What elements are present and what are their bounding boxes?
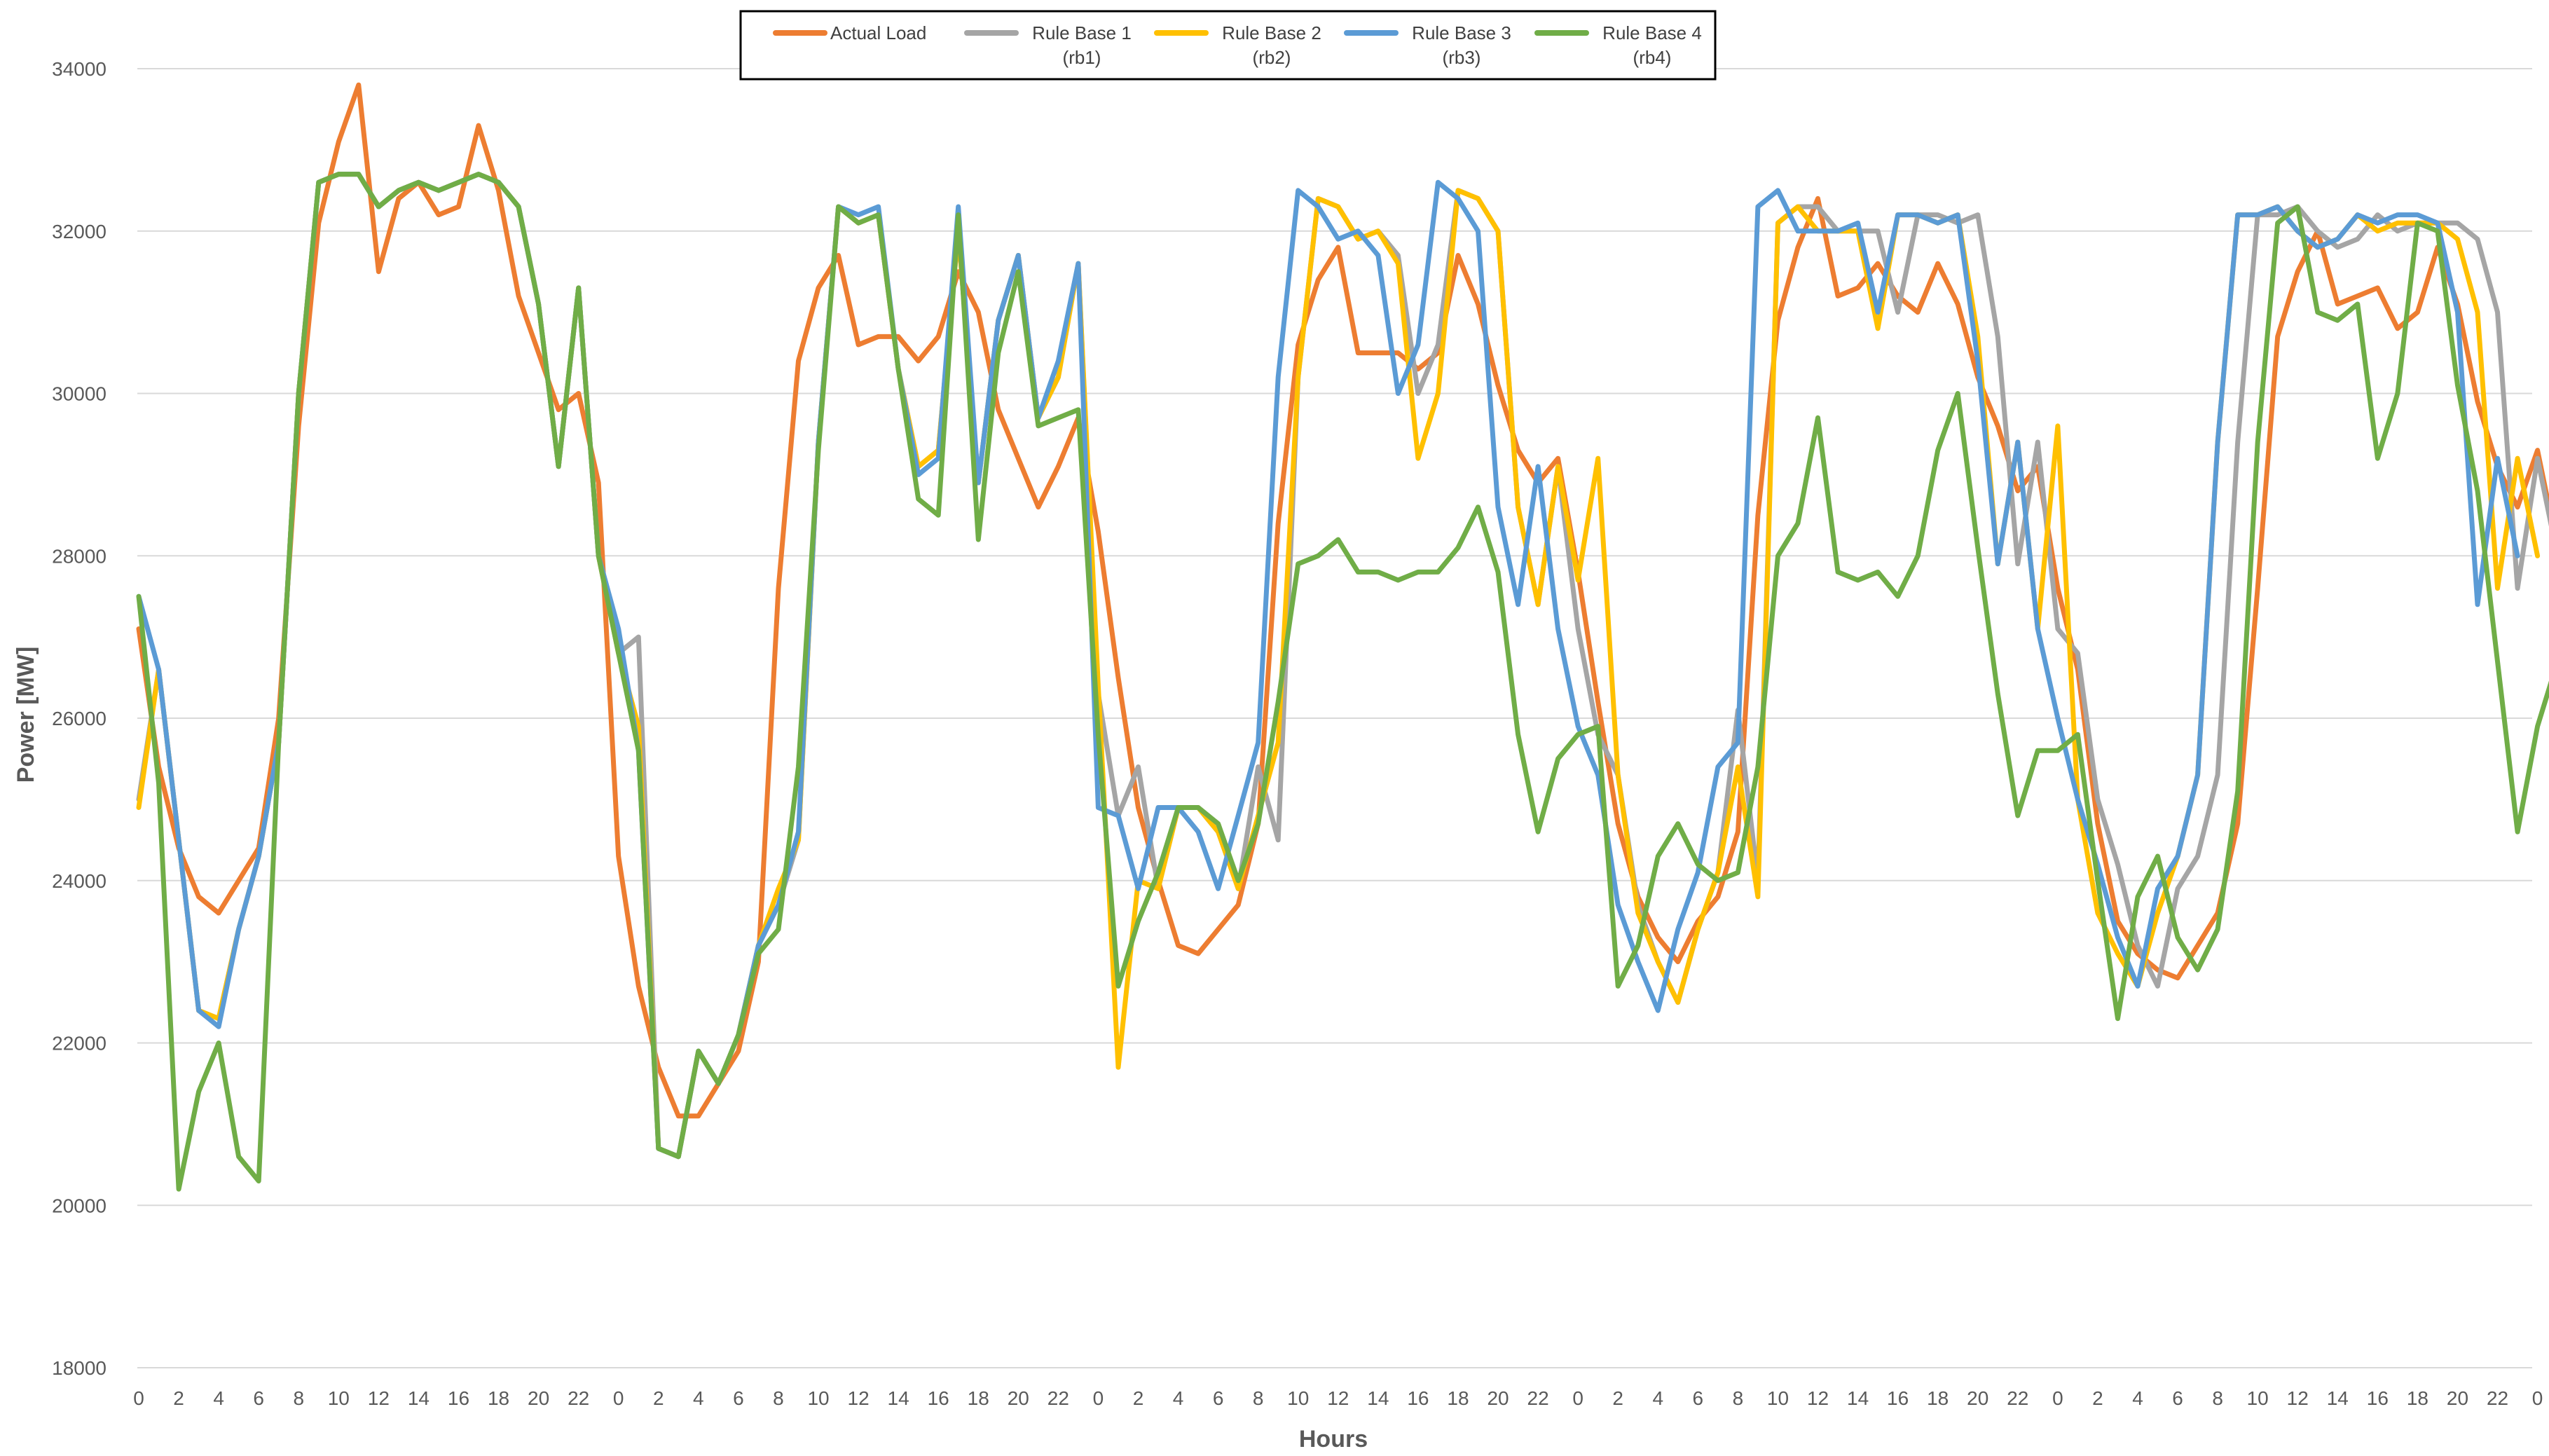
x-tick-label: 18: [1927, 1387, 1949, 1409]
y-tick-label: 18000: [52, 1357, 107, 1379]
x-tick-label: 2: [2092, 1387, 2103, 1409]
x-tick-label: 18: [1447, 1387, 1469, 1409]
legend-entry: Rule Base 1 (rb1): [964, 22, 1132, 68]
x-tick-label: 20: [1008, 1387, 1029, 1409]
legend-entry: Actual Load: [773, 22, 926, 43]
x-tick-label: 12: [1327, 1387, 1349, 1409]
series-line-1: [136, 82, 2549, 1119]
series-line-5: [136, 172, 2549, 1192]
legend-entry: Rule Base 4 (rb4): [1534, 22, 1702, 68]
x-tick-label: 14: [1367, 1387, 1389, 1409]
x-tick-label: 0: [2532, 1387, 2543, 1409]
x-tick-label: 20: [528, 1387, 549, 1409]
x-tick-label: 6: [1213, 1387, 1224, 1409]
x-tick-label: 2: [173, 1387, 184, 1409]
x-tick-label: 10: [807, 1387, 829, 1409]
x-tick-label: 16: [2367, 1387, 2389, 1409]
x-tick-label: 2: [653, 1387, 664, 1409]
y-tick-label: 30000: [52, 383, 107, 405]
x-tick-label: 16: [928, 1387, 949, 1409]
x-tick-label: 18: [2407, 1387, 2428, 1409]
y-tick-label: 26000: [52, 708, 107, 729]
x-tick-label: 4: [2132, 1387, 2143, 1409]
x-tick-label: 8: [293, 1387, 304, 1409]
x-tick-label: 2: [1133, 1387, 1144, 1409]
x-tick-label: 0: [2052, 1387, 2063, 1409]
x-tick-label: 22: [568, 1387, 589, 1409]
x-tick-label: 14: [888, 1387, 909, 1409]
legend: Actual Load Rule Base 1 (rb1) Rule Base 2 (r…: [739, 10, 1717, 81]
x-tick-label: 8: [1733, 1387, 1744, 1409]
x-tick-label: 20: [1487, 1387, 1509, 1409]
x-tick-label: 16: [1407, 1387, 1429, 1409]
x-tick-label: 16: [448, 1387, 469, 1409]
gridlines: [137, 68, 2532, 1368]
x-axis-title: Hours: [1299, 1426, 1368, 1452]
x-tick-label: 6: [733, 1387, 744, 1409]
x-tick-label: 20: [2447, 1387, 2468, 1409]
x-axis-tick-labels: 0 2 4 6 8 10 12 14 16 18 20 22 0 2 4 6 8 10 12 14 16 18 20 22 0 2…: [133, 1387, 2543, 1409]
x-tick-label: 12: [368, 1387, 390, 1409]
x-tick-label: 4: [1652, 1387, 1663, 1409]
x-tick-label: 12: [1807, 1387, 1829, 1409]
x-tick-label: 18: [488, 1387, 509, 1409]
x-tick-label: 12: [848, 1387, 870, 1409]
series-line-3: [136, 172, 2541, 1160]
x-tick-label: 8: [2212, 1387, 2223, 1409]
x-tick-label: 22: [1527, 1387, 1549, 1409]
x-tick-label: 22: [1047, 1387, 1069, 1409]
legend-entry: Rule Base 3 (rb3): [1344, 22, 1511, 68]
legend-label: Rule Base 2 (rb2): [1222, 22, 1321, 68]
x-tick-label: 10: [1287, 1387, 1309, 1409]
y-tick-label: 24000: [52, 870, 107, 892]
series-line-2: [136, 172, 2549, 1160]
y-axis-tick-labels: 18000 20000 22000 24000 26000 28000 30000 32000…: [52, 58, 107, 1379]
series-line-4: [136, 172, 2520, 1160]
legend-label: Rule Base 4 (rb4): [1602, 22, 1702, 68]
y-tick-label: 34000: [52, 58, 107, 80]
x-tick-label: 20: [1967, 1387, 1988, 1409]
x-tick-label: 0: [1572, 1387, 1583, 1409]
y-tick-label: 32000: [52, 221, 107, 242]
x-tick-label: 8: [1253, 1387, 1264, 1409]
legend-label: Rule Base 3 (rb3): [1412, 22, 1511, 68]
legend-entry: Rule Base 2 (rb2): [1154, 22, 1321, 68]
x-tick-label: 10: [2247, 1387, 2269, 1409]
x-tick-label: 22: [2487, 1387, 2508, 1409]
x-tick-label: 10: [1767, 1387, 1789, 1409]
x-tick-label: 0: [1093, 1387, 1104, 1409]
x-tick-label: 8: [773, 1387, 784, 1409]
x-tick-label: 6: [2172, 1387, 2183, 1409]
x-tick-label: 16: [1887, 1387, 1909, 1409]
legend-label: Actual Load: [830, 22, 926, 43]
x-tick-label: 14: [2327, 1387, 2349, 1409]
y-tick-label: 20000: [52, 1195, 107, 1216]
x-tick-label: 0: [613, 1387, 624, 1409]
x-tick-label: 18: [968, 1387, 989, 1409]
x-tick-label: 22: [2007, 1387, 2028, 1409]
y-tick-label: 28000: [52, 545, 107, 567]
x-tick-label: 14: [408, 1387, 430, 1409]
x-tick-label: 0: [133, 1387, 144, 1409]
y-tick-label: 22000: [52, 1033, 107, 1055]
legend-label: Rule Base 1 (rb1): [1032, 22, 1132, 68]
legend-box: [739, 10, 1717, 81]
series-lines: [136, 82, 2549, 1192]
x-tick-label: 6: [253, 1387, 264, 1409]
x-tick-label: 12: [2287, 1387, 2309, 1409]
x-tick-label: 2: [1612, 1387, 1623, 1409]
x-tick-label: 4: [1173, 1387, 1184, 1409]
y-axis-title: Power [MW]: [13, 647, 39, 783]
x-tick-label: 10: [328, 1387, 350, 1409]
x-tick-label: 4: [213, 1387, 224, 1409]
x-tick-label: 6: [1693, 1387, 1704, 1409]
x-tick-label: 4: [693, 1387, 704, 1409]
x-tick-label: 14: [1847, 1387, 1869, 1409]
